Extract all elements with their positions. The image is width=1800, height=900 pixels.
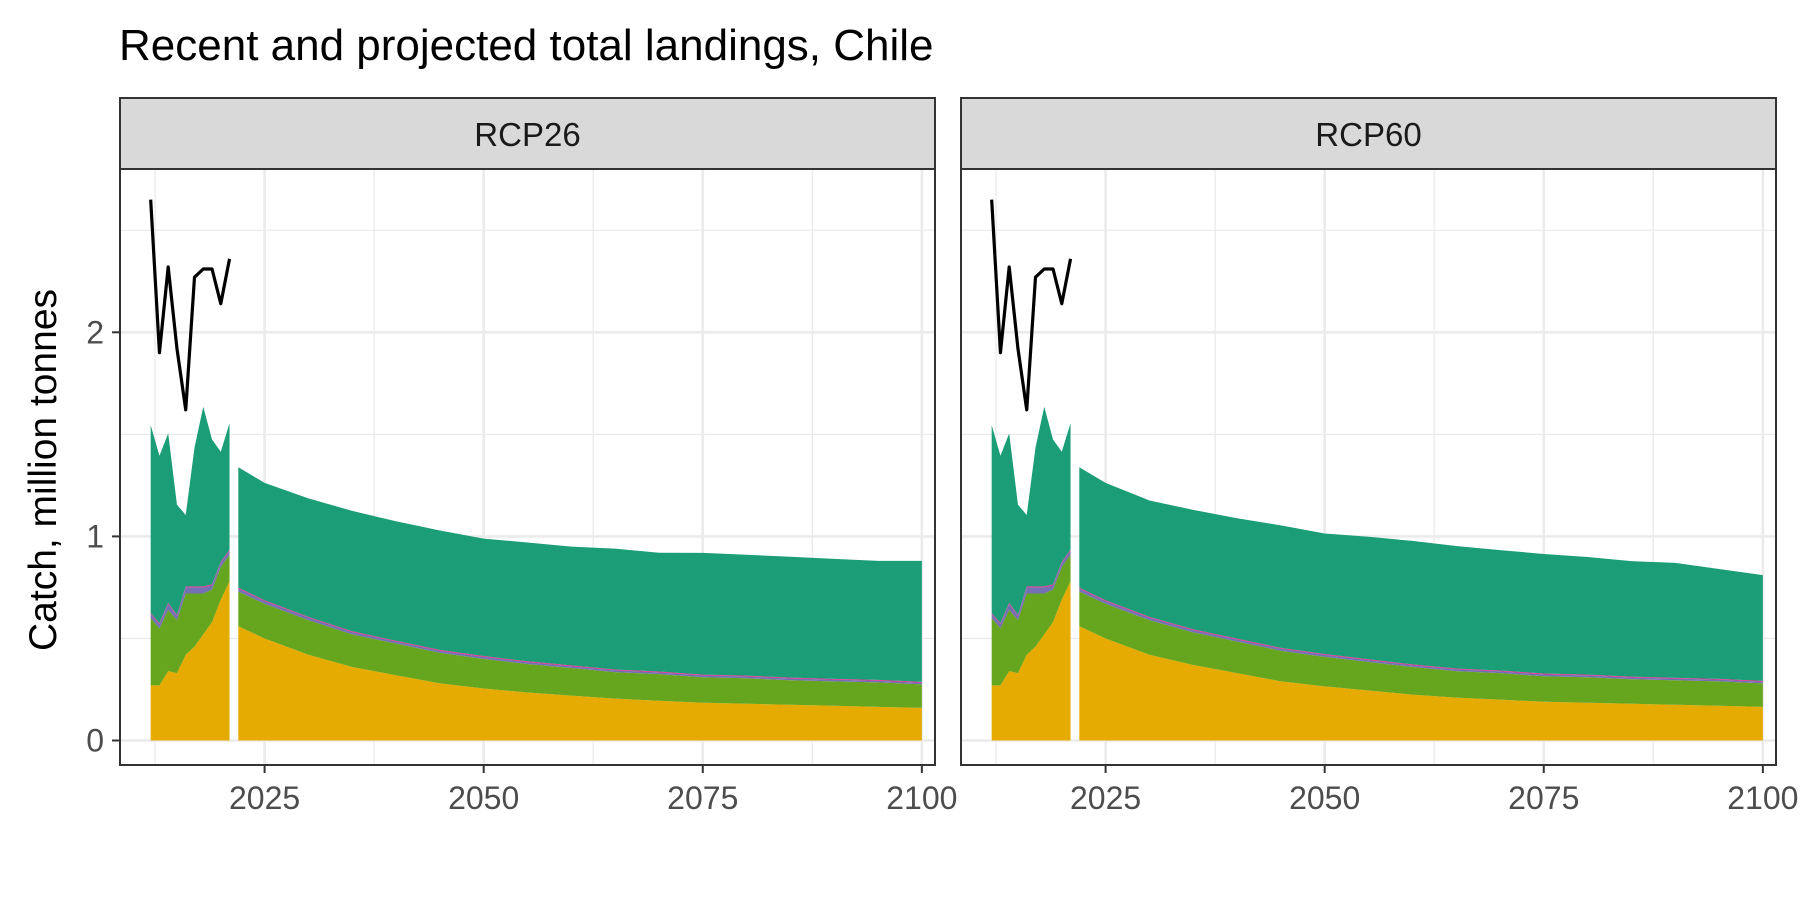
projected-area-green <box>238 591 922 708</box>
y-tick-label: 0 <box>86 723 104 759</box>
x-tick-label: 2025 <box>229 780 300 816</box>
recent-area-pink <box>150 549 230 625</box>
recent-area-pink <box>991 549 1071 625</box>
recent-area-orange <box>991 581 1071 741</box>
projected-area-teal <box>238 467 922 682</box>
recent-area-purple <box>991 550 1071 629</box>
recent-area-green <box>991 554 1071 686</box>
panel-border <box>119 168 936 766</box>
recent-area-teal <box>991 406 1071 624</box>
total-landings-line <box>990 199 1073 412</box>
projected-area-pink <box>1079 587 1763 682</box>
y-axis-title: Catch, million tonnes <box>22 289 65 651</box>
panel-rcp26: RCP26 2025 2050 2075 2100 0 1 2 <box>86 97 957 816</box>
recent-area-teal <box>150 406 230 624</box>
facet-label: RCP60 <box>1315 116 1421 153</box>
recent-area-green <box>150 554 230 686</box>
facet-label: RCP26 <box>474 116 580 153</box>
facet-strip <box>119 97 936 170</box>
x-tick-label: 2100 <box>886 780 957 816</box>
projected-area-green <box>1079 591 1763 707</box>
x-tick-label: 2050 <box>1289 780 1360 816</box>
x-tick-label: 2100 <box>1727 780 1798 816</box>
panel-border <box>960 168 1777 766</box>
panels-layer: RCP26 2025 2050 2075 2100 0 1 2 RCP60 2025 2050 207… <box>86 97 1798 816</box>
recent-area-orange <box>150 581 230 741</box>
y-tick-label: 1 <box>86 518 104 554</box>
recent-area-purple <box>150 550 230 629</box>
chart-title: Recent and projected total landings, Chi… <box>119 21 934 70</box>
x-tick-label: 2050 <box>448 780 519 816</box>
x-tick-label: 2075 <box>667 780 738 816</box>
panel-rcp60: RCP60 2025 2050 2075 2100 <box>960 97 1798 816</box>
total-landings-line <box>149 199 232 412</box>
y-tick-label: 2 <box>86 314 104 350</box>
projected-area-orange <box>1079 626 1763 741</box>
projected-area-teal <box>1079 467 1763 681</box>
projected-area-orange <box>238 626 922 741</box>
x-tick-label: 2075 <box>1508 780 1579 816</box>
projected-area-purple <box>1079 588 1763 684</box>
facet-strip <box>960 97 1777 170</box>
x-tick-label: 2025 <box>1070 780 1141 816</box>
